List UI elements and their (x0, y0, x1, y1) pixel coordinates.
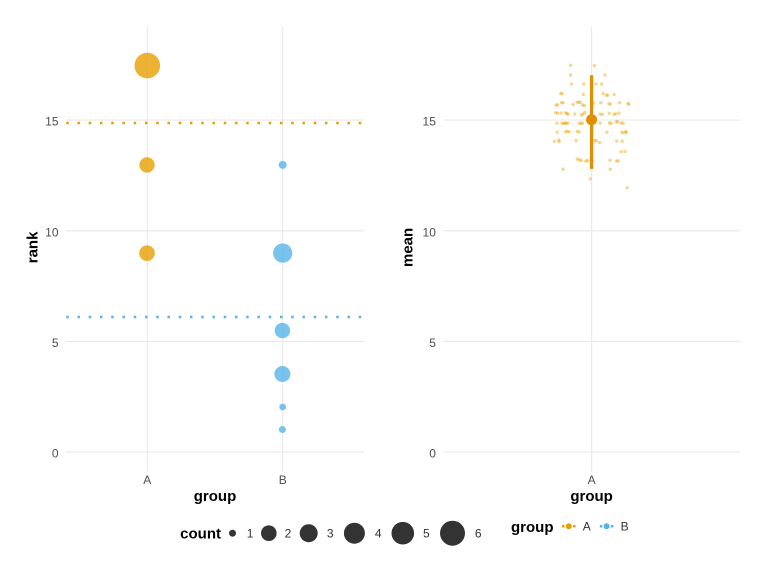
svg-text:A: A (143, 473, 151, 487)
svg-text:B: B (279, 473, 287, 487)
svg-text:15: 15 (45, 115, 59, 129)
svg-text:mean: mean (400, 228, 417, 267)
svg-text:1: 1 (247, 526, 254, 540)
svg-text:10: 10 (423, 225, 437, 239)
svg-text:6: 6 (475, 526, 482, 540)
svg-text:count: count (180, 525, 221, 542)
svg-text:group: group (570, 488, 613, 505)
svg-text:0: 0 (429, 447, 436, 461)
svg-text:5: 5 (52, 336, 59, 350)
svg-text:B: B (621, 519, 629, 533)
svg-text:0: 0 (52, 447, 59, 461)
svg-text:4: 4 (375, 526, 382, 540)
svg-text:2: 2 (285, 526, 292, 540)
svg-text:A: A (583, 519, 591, 533)
svg-text:5: 5 (429, 336, 436, 350)
svg-text:group: group (511, 519, 554, 536)
svg-text:10: 10 (45, 225, 59, 239)
svg-text:group: group (194, 488, 237, 505)
svg-text:rank: rank (25, 231, 42, 263)
svg-text:15: 15 (423, 115, 437, 129)
svg-text:3: 3 (327, 526, 334, 540)
svg-text:5: 5 (423, 526, 430, 540)
svg-text:A: A (588, 473, 596, 487)
